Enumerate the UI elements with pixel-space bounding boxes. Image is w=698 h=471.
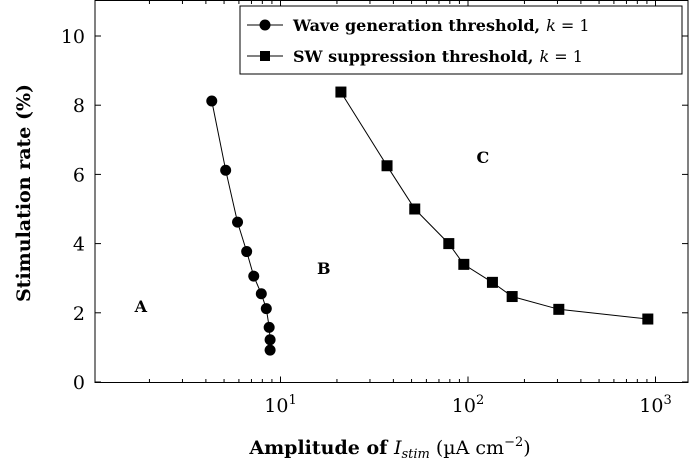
legend-entry-1-var: k [539,47,549,66]
legend-entry-1: SW suppression threshold, k = 1 [293,47,583,66]
legend-marker-circle [259,19,271,31]
y-tick-label: 8 [73,95,85,117]
data-point-circle [248,270,260,282]
data-point-square [553,303,565,315]
legend-entry-1-eq: = 1 [549,47,583,66]
x-axis-label: Amplitude of Istim (µA cm−2) [248,435,530,462]
series-markers [206,86,654,356]
legend-entry-0: Wave generation threshold, k = 1 [292,16,590,35]
data-point-square [409,203,421,215]
y-axis-label: Stimulation rate (%) [13,84,35,302]
data-point-circle [264,344,276,356]
series-lines [211,91,648,351]
x-axis-label-var: I [393,437,402,459]
x-axis-label-sub: stim [401,447,429,462]
data-point-circle [220,164,232,176]
legend-entry-0-main: Wave generation threshold, [292,16,540,35]
data-point-square [506,291,518,303]
data-point-circle [255,288,267,300]
y-tick-label: 10 [61,26,85,48]
region-label-C: C [476,148,489,167]
y-tick-label: 4 [73,234,85,256]
data-point-circle [264,334,276,346]
axis-ticks: 0 2 4 6 8 10 101 102 103 [61,0,688,417]
data-point-square [335,86,347,98]
x-axis-label-prefix: Amplitude of [248,437,394,459]
legend-box [239,5,683,75]
region-label-B: B [317,259,331,278]
data-point-circle [263,321,275,333]
data-point-circle [232,216,244,228]
data-point-square [642,313,654,325]
data-point-circle [241,246,253,258]
y-tick-label: 0 [73,372,85,394]
data-point-square [458,258,470,270]
data-point-square [443,238,455,250]
plot-frame [94,0,689,383]
legend-entry-0-var: k [546,16,556,35]
y-tick-label: 6 [73,164,85,186]
x-tick-label: 103 [639,393,671,417]
data-point-circle [206,95,218,107]
x-axis-label-unit-open: (µA cm [430,437,504,459]
x-tick-label: 101 [264,393,296,417]
x-tick-label: 102 [452,393,484,417]
data-point-circle [260,303,272,315]
x-axis-label-unit-close: ) [523,437,530,459]
y-tick-label: 2 [73,303,85,325]
legend-marker-square [260,51,270,61]
data-point-square [486,276,498,288]
legend-entry-0-eq: = 1 [556,16,590,35]
data-point-square [381,160,393,172]
region-annotations: A B C [134,148,490,316]
region-label-A: A [134,297,148,316]
series-line-0 [211,100,271,351]
x-axis-label-sup: −2 [504,435,523,450]
legend: Wave generation threshold, k = 1 SW suppr… [239,5,683,75]
legend-entry-1-main: SW suppression threshold, [293,47,533,66]
